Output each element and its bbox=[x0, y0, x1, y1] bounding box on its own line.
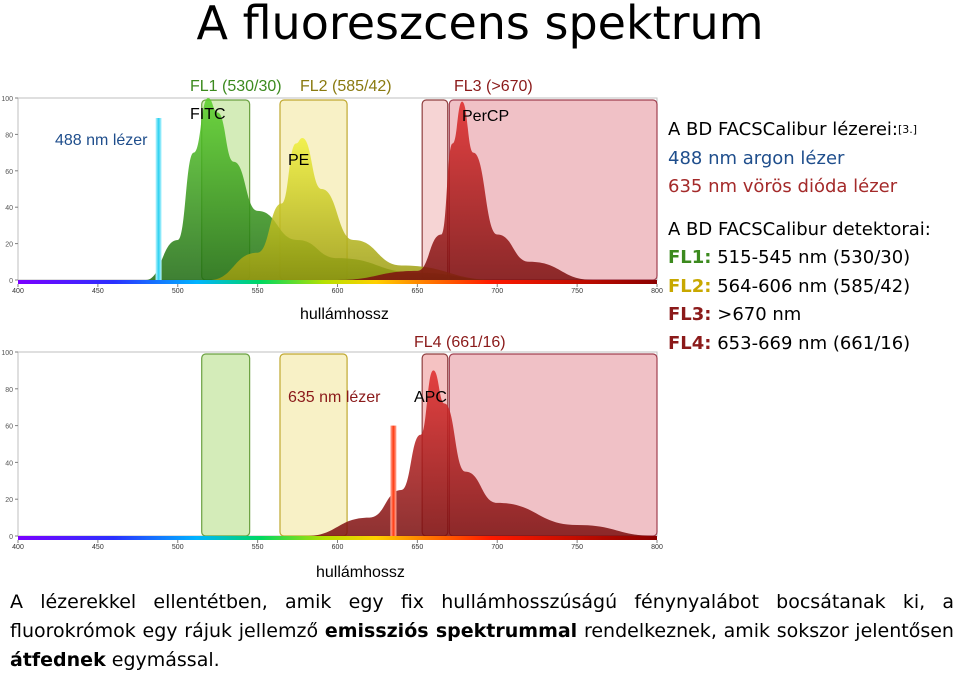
x-tick-label: 400 bbox=[12, 544, 24, 551]
x-tick-label: 750 bbox=[571, 288, 583, 295]
y-tick-label: 100 bbox=[1, 350, 13, 357]
emission-spectrum bbox=[145, 98, 498, 280]
y-tick-label: 100 bbox=[1, 96, 13, 103]
laser-line bbox=[155, 118, 162, 280]
x-tick-label: 450 bbox=[92, 288, 104, 295]
fl2-filter-label: FL2 (585/42) bbox=[300, 78, 392, 95]
x-tick-label: 450 bbox=[92, 544, 104, 551]
lasers-heading: A BD FACSCalibur lézerei:[3.] bbox=[668, 119, 918, 140]
y-tick-label: 0 bbox=[9, 534, 13, 541]
explanation-paragraph: A lézerekkel ellentétben, amik egy fix h… bbox=[10, 591, 954, 671]
fl1-filter-label: FL1 (530/30) bbox=[190, 78, 282, 95]
laser-488-label: 488 nm lézer bbox=[55, 132, 148, 149]
laser-item-635: 635 nm vörös dióda lézer bbox=[668, 176, 898, 197]
x-tick-label: 800 bbox=[651, 288, 663, 295]
laser-line bbox=[390, 425, 397, 536]
detector-item-fl3: FL3: >670 nm bbox=[668, 304, 802, 325]
wavelength-color-strip bbox=[18, 536, 657, 540]
dye-label-apc: APC bbox=[414, 389, 447, 406]
x-tick-label: 700 bbox=[491, 288, 503, 295]
detector-key: FL3: bbox=[668, 304, 712, 325]
x-tick-label: 650 bbox=[412, 544, 424, 551]
reference-mark: [3.] bbox=[897, 123, 918, 136]
detector-item-fl1: FL1: 515-545 nm (530/30) bbox=[668, 247, 911, 268]
x-tick-label: 600 bbox=[332, 544, 344, 551]
y-tick-label: 40 bbox=[5, 460, 13, 467]
facscalibur-info-panel: A BD FACSCalibur lézerei:[3.] 488 nm arg… bbox=[668, 116, 958, 358]
emphasis-emission: emissziós spektrummal bbox=[324, 620, 578, 642]
emphasis-overlap: átfednek bbox=[10, 649, 106, 671]
y-tick-label: 80 bbox=[5, 132, 13, 139]
x-tick-label: 800 bbox=[651, 544, 663, 551]
detector-key: FL4: bbox=[668, 332, 712, 354]
x-tick-label: 500 bbox=[172, 544, 184, 551]
laser-item-488: 488 nm argon lézer bbox=[668, 147, 845, 169]
page-title: A fluoreszcens spektrum bbox=[196, 0, 764, 50]
dye-label-pe: PE bbox=[288, 152, 310, 169]
top-x-axis-label: hullámhossz bbox=[300, 306, 389, 323]
y-tick-label: 80 bbox=[5, 387, 13, 394]
emission-spectrum bbox=[209, 138, 498, 280]
detector-key: FL1: bbox=[668, 247, 712, 268]
y-tick-label: 20 bbox=[5, 242, 13, 249]
emission-spectrum bbox=[337, 101, 594, 280]
y-tick-label: 20 bbox=[5, 497, 13, 504]
y-tick-label: 60 bbox=[5, 424, 13, 431]
fl4-filter-label: FL4 (661/16) bbox=[414, 334, 506, 351]
x-tick-label: 750 bbox=[571, 544, 583, 551]
filter-band bbox=[279, 353, 348, 537]
x-tick-label: 400 bbox=[12, 288, 24, 295]
y-tick-label: 0 bbox=[9, 278, 13, 285]
x-tick-label: 550 bbox=[252, 288, 264, 295]
x-tick-label: 700 bbox=[491, 544, 503, 551]
dye-label-fitc: FITC bbox=[190, 106, 226, 123]
dye-label-percp: PerCP bbox=[462, 108, 510, 125]
y-tick-label: 40 bbox=[5, 205, 13, 212]
detector-item-fl4: FL4: 653-669 nm (661/16) bbox=[668, 332, 911, 354]
filter-band bbox=[201, 353, 251, 537]
y-tick-label: 60 bbox=[5, 169, 13, 176]
laser-635-label: 635 nm lézer bbox=[288, 389, 381, 406]
detectors-heading: A BD FACSCalibur detektorai: bbox=[668, 218, 931, 240]
x-tick-label: 650 bbox=[412, 288, 424, 295]
fl3-filter-label: FL3 (>670) bbox=[454, 78, 533, 95]
bottom-x-axis-label: hullámhossz bbox=[316, 564, 405, 581]
wavelength-color-strip bbox=[18, 280, 657, 284]
x-tick-label: 550 bbox=[252, 544, 264, 551]
detector-item-fl2: FL2: 564-606 nm (585/42) bbox=[668, 275, 911, 297]
x-tick-label: 500 bbox=[172, 288, 184, 295]
x-tick-label: 600 bbox=[332, 288, 344, 295]
detector-key: FL2: bbox=[668, 275, 712, 297]
